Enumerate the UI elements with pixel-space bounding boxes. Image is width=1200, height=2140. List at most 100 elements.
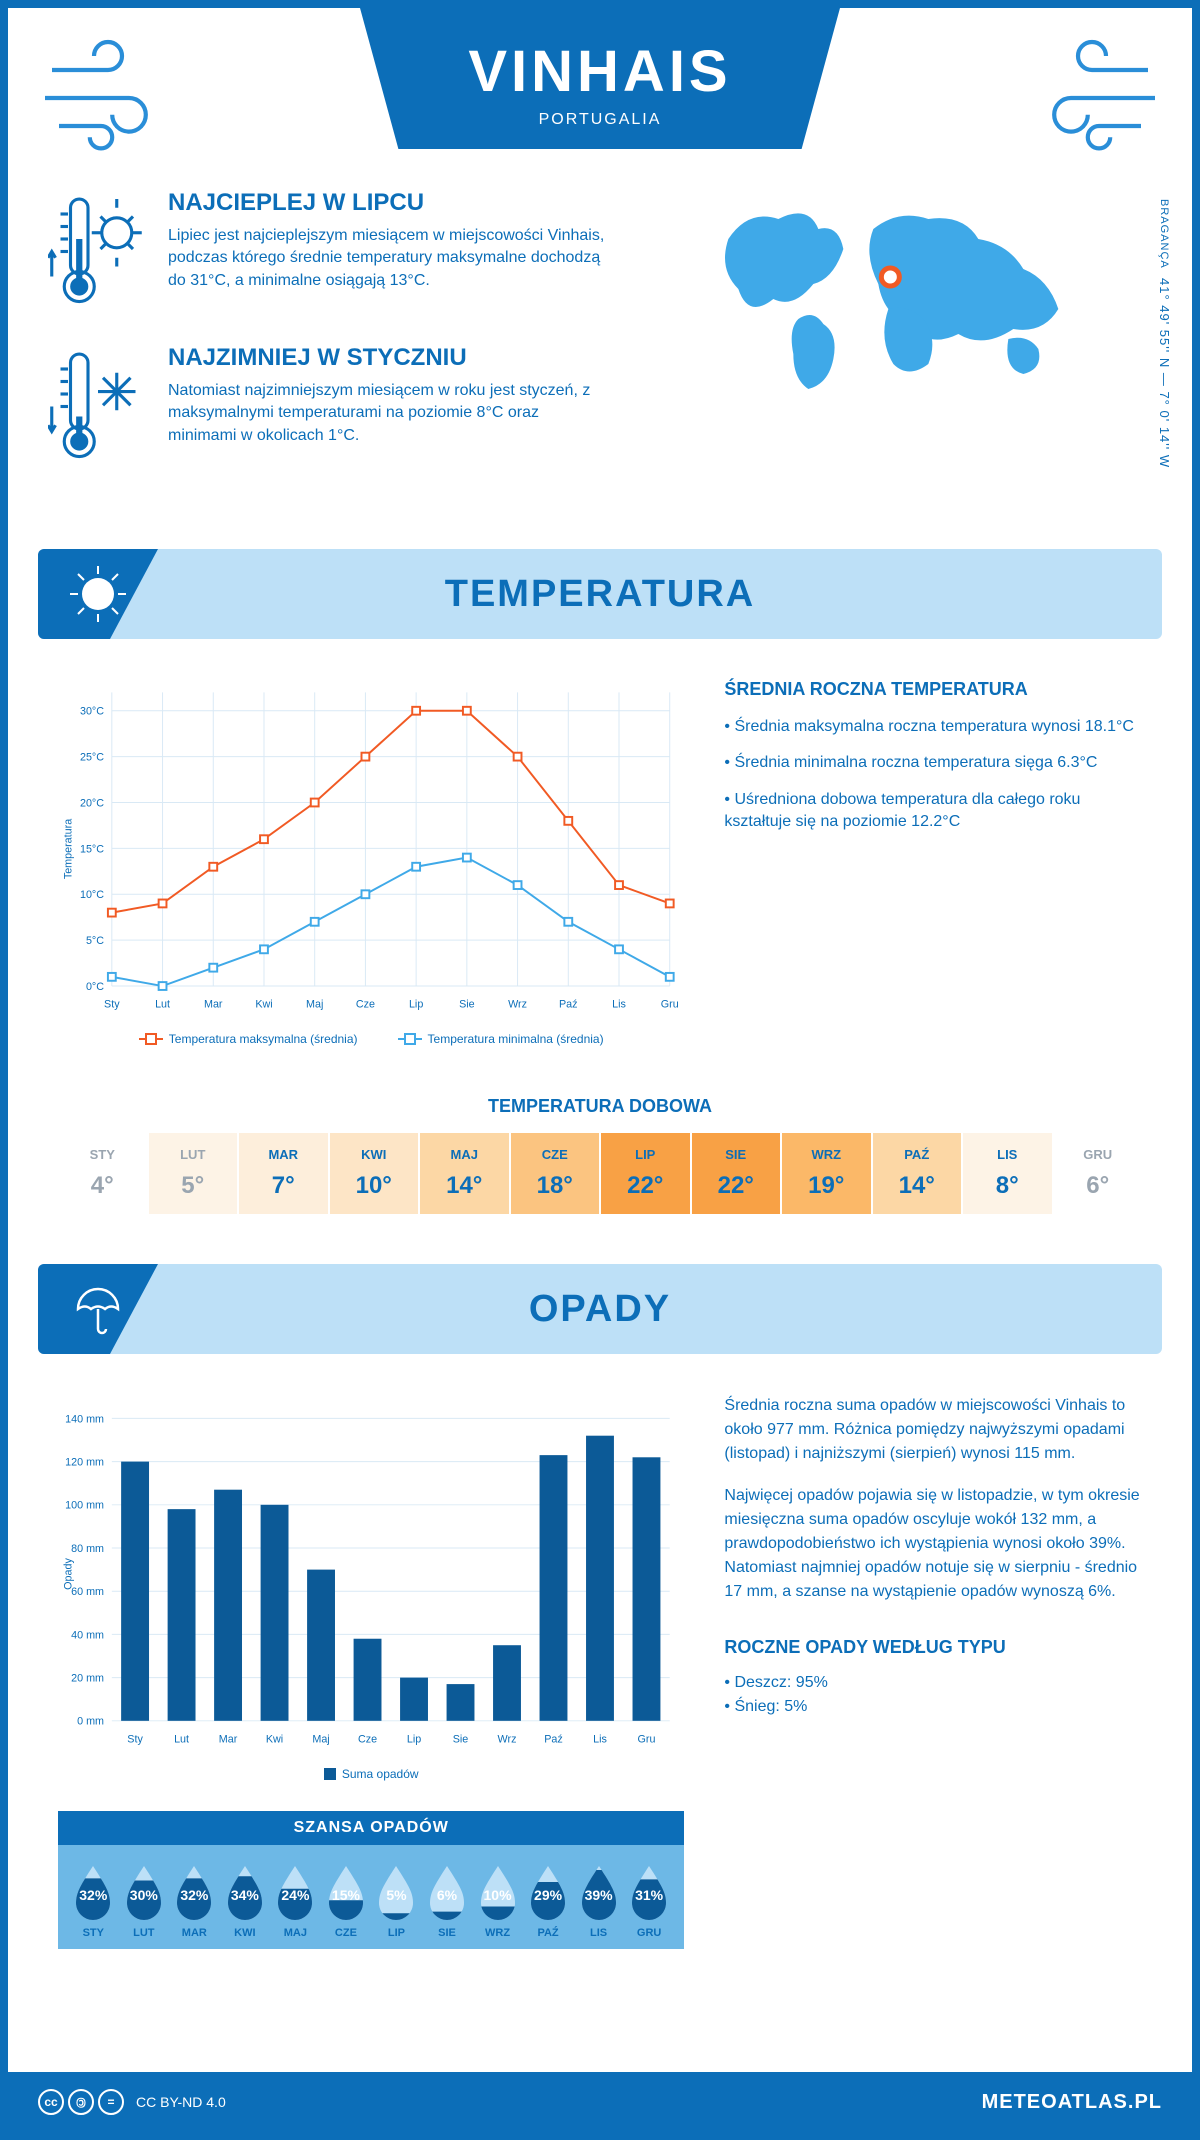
intro-section: NAJCIEPLEJ W LIPCU Lipiec jest najcieple… [8,149,1192,529]
coldest-fact: NAJZIMNIEJ W STYCZNIU Natomiast najzimni… [48,344,605,469]
temp-info-title: ŚREDNIA ROCZNA TEMPERATURA [724,679,1142,700]
daily-temp-cell: PAŹ14° [873,1133,962,1214]
svg-text:15°C: 15°C [80,843,104,855]
license-text: CC BY-ND 4.0 [136,2094,226,2110]
wind-icon [38,28,178,168]
svg-text:100 mm: 100 mm [65,1500,104,1512]
daily-temp-cell: MAR7° [239,1133,328,1214]
svg-text:Wrz: Wrz [498,1733,517,1745]
chance-drop: 31% GRU [624,1861,675,1939]
chance-drop: 5% LIP [371,1861,422,1939]
daily-temp-title: TEMPERATURA DOBOWA [8,1096,1192,1117]
temp-info-panel: ŚREDNIA ROCZNA TEMPERATURA • Średnia mak… [724,679,1142,1046]
precip-para: Średnia roczna suma opadów w miejscowośc… [724,1394,1142,1466]
svg-text:Temperatura: Temperatura [63,819,75,879]
temperature-section-banner: TEMPERATURA [38,549,1162,639]
svg-text:120 mm: 120 mm [65,1457,104,1469]
svg-text:Cze: Cze [358,1733,377,1745]
svg-text:10°C: 10°C [80,889,104,901]
hottest-fact: NAJCIEPLEJ W LIPCU Lipiec jest najcieple… [48,189,605,314]
temp-bullet: • Średnia maksymalna roczna temperatura … [724,716,1142,738]
temperature-line-chart: 0°C5°C10°C15°C20°C25°C30°CStyLutMarKwiMa… [58,679,684,1019]
svg-text:Paź: Paź [559,999,578,1011]
precip-heading: OPADY [529,1288,671,1331]
precip-info-panel: Średnia roczna suma opadów w miejscowośc… [724,1394,1142,1949]
sun-icon [68,564,128,624]
site-brand: METEOATLAS.PL [982,2091,1162,2114]
svg-text:Lut: Lut [174,1733,189,1745]
city-name: VINHAIS [360,38,840,105]
precip-type-item: • Śnieg: 5% [724,1695,1142,1719]
chance-drop: 10% WRZ [472,1861,523,1939]
daily-temp-cell: GRU6° [1054,1133,1143,1214]
cold-title: NAJZIMNIEJ W STYCZNIU [168,344,605,372]
infographic-page: VINHAIS PORTUGALIA [0,0,1200,2140]
daily-temp-cell: LUT5° [149,1133,238,1214]
daily-temp-cell: SIE22° [692,1133,781,1214]
cc-license-icons: cc🄯= [38,2089,124,2115]
world-map-icon [645,189,1152,409]
daily-temp-cell: LIS8° [963,1133,1052,1214]
chance-drop: 29% PAŹ [523,1861,574,1939]
header-banner: VINHAIS PORTUGALIA [360,8,840,149]
precipitation-chance-row: 32% STY 30% LUT 32% MAR [58,1845,684,1949]
svg-text:Sty: Sty [127,1733,143,1745]
svg-text:Cze: Cze [356,999,375,1011]
temp-heading: TEMPERATURA [445,573,756,616]
thermometer-hot-icon [48,189,148,314]
country-name: PORTUGALIA [360,111,840,129]
svg-text:Lis: Lis [612,999,626,1011]
svg-text:30°C: 30°C [80,706,104,718]
svg-text:25°C: 25°C [80,752,104,764]
chance-drop: 32% MAR [169,1861,220,1939]
chance-title: SZANSA OPADÓW [58,1811,684,1845]
svg-text:0 mm: 0 mm [77,1716,104,1728]
svg-text:140 mm: 140 mm [65,1413,104,1425]
temp-bullet: • Średnia minimalna roczna temperatura s… [724,752,1142,774]
precip-para: Najwięcej opadów pojawia się w listopadz… [724,1484,1142,1604]
chance-drop: 34% KWI [220,1861,271,1939]
chance-drop: 30% LUT [119,1861,170,1939]
svg-text:80 mm: 80 mm [71,1543,104,1555]
chance-drop: 24% MAJ [270,1861,321,1939]
svg-text:Opady: Opady [63,1558,75,1590]
umbrella-icon [68,1279,128,1339]
coordinates-label: BRAGANÇA 41° 49' 55'' N — 7° 0' 14'' W [1157,199,1172,468]
svg-text:Gru: Gru [661,999,679,1011]
daily-temp-cell: CZE18° [511,1133,600,1214]
svg-text:Sie: Sie [453,1733,469,1745]
temp-chart-legend: Temperatura maksymalna (średnia) Tempera… [58,1032,684,1046]
svg-text:Mar: Mar [219,1733,238,1745]
svg-text:Lip: Lip [407,1733,421,1745]
svg-text:20 mm: 20 mm [71,1673,104,1685]
svg-text:Lut: Lut [155,999,170,1011]
svg-text:Kwi: Kwi [266,1733,283,1745]
temp-bullet: • Uśredniona dobowa temperatura dla całe… [724,789,1142,834]
daily-temp-cell: WRZ19° [782,1133,871,1214]
svg-text:60 mm: 60 mm [71,1586,104,1598]
page-footer: cc🄯= CC BY-ND 4.0 METEOATLAS.PL [8,2072,1192,2132]
hot-title: NAJCIEPLEJ W LIPCU [168,189,605,217]
thermometer-cold-icon [48,344,148,469]
svg-text:Lis: Lis [593,1733,607,1745]
daily-temp-cell: LIP22° [601,1133,690,1214]
location-marker-icon [882,268,900,286]
svg-text:Lip: Lip [409,999,423,1011]
daily-temp-cell: KWI10° [330,1133,419,1214]
chance-drop: 15% CZE [321,1861,372,1939]
chance-drop: 32% STY [68,1861,119,1939]
svg-text:Wrz: Wrz [508,999,527,1011]
svg-text:5°C: 5°C [86,935,104,947]
svg-text:Paź: Paź [544,1733,563,1745]
chance-drop: 39% LIS [573,1861,624,1939]
svg-text:Sie: Sie [459,999,475,1011]
svg-text:20°C: 20°C [80,797,104,809]
hot-text: Lipiec jest najcieplejszym miesiącem w m… [168,225,605,292]
svg-text:Gru: Gru [638,1733,656,1745]
svg-text:Maj: Maj [306,999,323,1011]
svg-text:Sty: Sty [104,999,120,1011]
cold-text: Natomiast najzimniejszym miesiącem w rok… [168,380,605,447]
daily-temp-cell: STY4° [58,1133,147,1214]
precip-type-item: • Deszcz: 95% [724,1671,1142,1695]
wind-icon [1022,28,1162,168]
